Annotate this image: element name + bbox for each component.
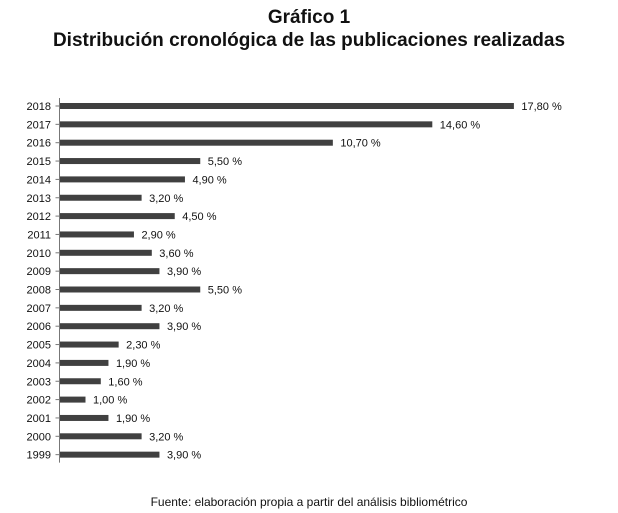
data-label: 3,60 % [159,248,193,260]
bar-2002 [60,396,86,403]
bar-2003 [60,378,101,385]
y-tick-label: 2015 [27,156,51,168]
data-label: 17,80 % [521,101,562,113]
bar-2005 [60,341,119,348]
bar-2001 [60,414,109,421]
data-label: 2,90 % [141,229,175,241]
data-label: 1,00 % [93,395,127,407]
y-tick-label: 2000 [27,431,51,443]
y-tick-label: 2010 [27,248,51,260]
y-tick-label: 2007 [27,303,51,315]
data-label: 1,90 % [116,413,150,425]
chart-title: Gráfico 1 [267,7,351,28]
data-label: 5,50 % [208,285,242,297]
y-tick-label: 2008 [27,285,51,297]
data-label: 1,90 % [116,358,150,370]
chart-subtitle: Distribución cronológica de las publicac… [52,30,566,51]
bar-2004 [60,359,109,366]
data-label: 2,30 % [126,340,160,352]
bar-2008 [60,286,201,293]
data-label: 4,50 % [182,211,216,223]
data-label: 5,50 % [208,156,242,168]
data-label: 1,60 % [108,376,142,388]
y-tick-label: 2006 [27,321,51,333]
data-label: 14,60 % [440,119,481,131]
data-label: 3,90 % [167,321,201,333]
y-tick-label: 2016 [27,138,51,150]
bar-2011 [60,231,134,238]
y-tick-label: 2009 [27,266,51,278]
bar-2006 [60,323,160,330]
y-tick-label: 2017 [27,119,51,131]
bar-2007 [60,304,142,311]
data-label: 3,20 % [149,303,183,315]
bar-2000 [60,433,142,440]
bar-2010 [60,249,152,256]
bar-2012 [60,213,175,220]
y-tick-label: 2002 [27,395,51,407]
y-tick-label: 2004 [27,358,51,370]
chart-source: Fuente: elaboración propia a partir del … [150,495,468,509]
data-label: 3,90 % [167,266,201,278]
y-tick-label: 2001 [27,413,51,425]
data-label: 3,90 % [167,450,201,462]
data-label: 10,70 % [340,138,381,150]
bar-2015 [60,158,201,165]
y-tick-label: 2012 [27,211,51,223]
bar-2018 [60,103,514,109]
bar-2016 [60,139,333,146]
data-label: 4,90 % [192,174,226,186]
y-tick-label: 2013 [27,193,51,205]
y-tick-label: 2003 [27,376,51,388]
bar-2017 [60,121,433,128]
y-tick-label: 2018 [27,101,51,113]
bar-2009 [60,268,160,275]
bar-2013 [60,194,142,201]
bar-2014 [60,176,185,183]
bar-1999 [60,451,160,458]
y-tick-label: 2014 [27,174,51,186]
y-tick-label: 2005 [27,340,51,352]
y-tick-label: 1999 [27,450,51,462]
y-tick-label: 2011 [27,229,51,241]
data-label: 3,20 % [149,193,183,205]
data-label: 3,20 % [149,431,183,443]
